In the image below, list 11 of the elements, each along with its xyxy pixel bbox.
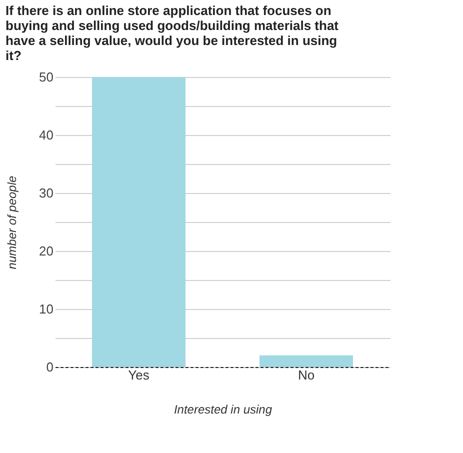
y-tick-label: 40 bbox=[39, 128, 54, 142]
y-tick-label: 30 bbox=[39, 186, 54, 200]
chart-title: If there is an online store application that focuses on buying and selling used goods/building materials that have a selling value, would you be interested in using it? bbox=[6, 3, 340, 63]
y-tick-label: 50 bbox=[39, 70, 54, 84]
x-tick-label: Yes bbox=[128, 368, 150, 382]
y-axis-title: number of people bbox=[5, 175, 20, 270]
y-tick-label: 10 bbox=[39, 302, 54, 316]
y-tick-label: 0 bbox=[46, 360, 54, 374]
y-tick-label: 20 bbox=[39, 244, 54, 258]
x-tick-label: No bbox=[298, 368, 315, 382]
x-axis-title: Interested in using bbox=[174, 402, 272, 416]
